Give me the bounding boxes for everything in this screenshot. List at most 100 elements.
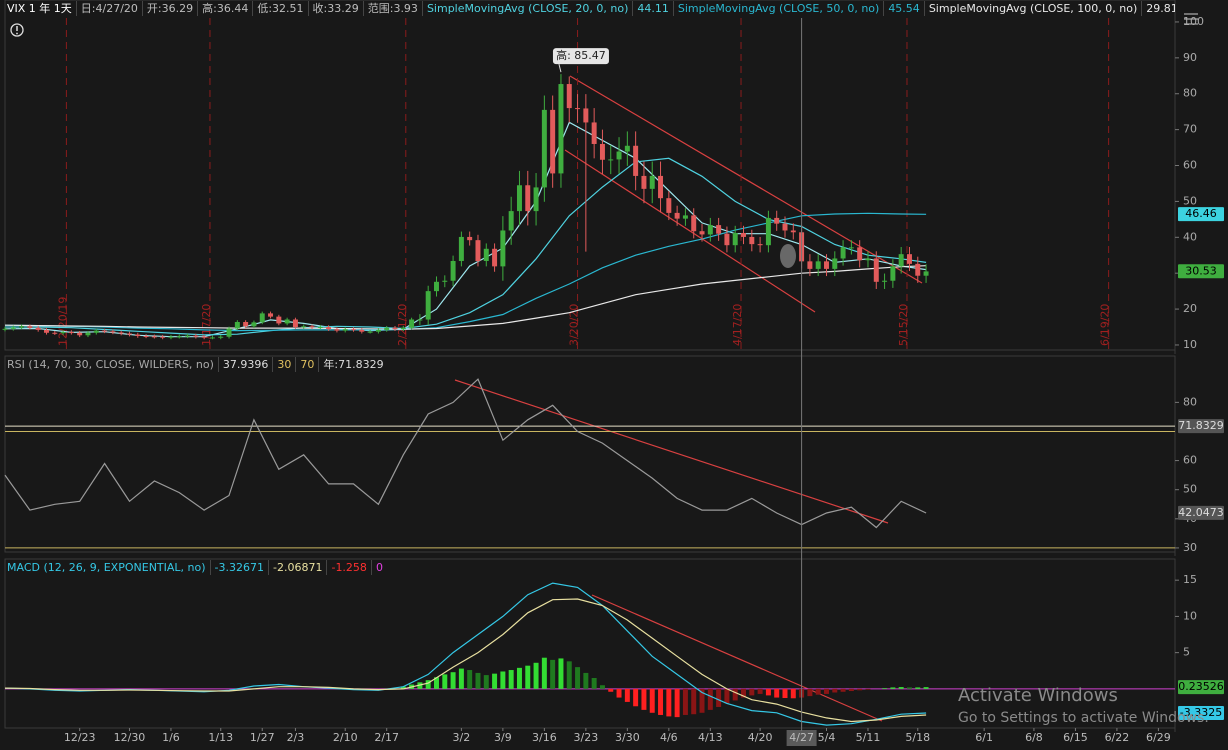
candle-body (118, 332, 124, 334)
x-tick-label: 1/6 (162, 731, 180, 744)
legend-item[interactable]: RSI (14, 70, 30, CLOSE, WILDERS, no) (7, 358, 214, 371)
candle-body (334, 329, 340, 331)
candle-body (724, 233, 730, 246)
candle-body (525, 185, 531, 212)
legend-item[interactable]: 70 (295, 357, 318, 372)
histogram-bar (575, 667, 581, 689)
candle-body (160, 336, 166, 338)
x-tick-label: 4/20 (748, 731, 773, 744)
value-label: 30.53 (1185, 264, 1217, 277)
study-legend: VIX 1 年 1天 日:4/27/20 开:36.29 高:36.44 低:32.51… (5, 0, 1175, 17)
value-label-box (1178, 680, 1224, 695)
alert-icon[interactable] (10, 23, 24, 37)
candle-body (342, 329, 348, 331)
candle-body (110, 331, 116, 333)
candle-body (367, 331, 373, 333)
histogram-bar (541, 657, 547, 689)
annotation-text: 高: 85.47 (556, 48, 606, 62)
legend-item[interactable]: 低:32.51 (252, 1, 307, 16)
candle-body (251, 322, 257, 327)
value-label: 0.23526 (1178, 680, 1224, 693)
histogram-bar (616, 688, 622, 698)
candle-body (425, 291, 431, 320)
legend-item[interactable]: 收:33.29 (307, 1, 363, 16)
legend-item[interactable]: 日:4/27/20 (75, 1, 142, 16)
candle-body (351, 329, 356, 331)
histogram-bar (674, 688, 680, 718)
y-tick-label: 90 (1183, 51, 1197, 64)
settings-icon[interactable] (1184, 13, 1198, 25)
legend-item[interactable]: -2.06871 (268, 560, 326, 575)
y-tick-label: 100 (1183, 15, 1204, 28)
x-tick-label: 3/2 (453, 731, 471, 744)
x-tick-label: 3/23 (573, 731, 598, 744)
legend-item[interactable]: 年:71.8329 (318, 357, 387, 372)
candle-body (68, 332, 74, 334)
trendline[interactable] (569, 75, 923, 284)
legend-item[interactable]: -3.32671 (209, 560, 268, 575)
legend-item[interactable]: 30 (272, 357, 295, 372)
value-label-box (1178, 505, 1224, 520)
legend-item[interactable]: SimpleMovingAvg (CLOSE, 20, 0, no) (421, 1, 632, 16)
trendline[interactable] (591, 594, 883, 722)
y-tick-label: 50 (1183, 483, 1197, 496)
expiration-label: 2/21/20 (396, 304, 409, 346)
legend-item[interactable]: SimpleMovingAvg (CLOSE, 50, 0, no) (672, 1, 883, 16)
candle-body (326, 327, 332, 330)
candle-body (85, 332, 91, 336)
legend-item[interactable]: MACD (12, 26, 9, EXPONENTIAL, no) (7, 561, 206, 574)
candle-body (915, 263, 921, 276)
legend-item[interactable]: 37.9396 (217, 357, 273, 372)
legend-item[interactable]: 0 (370, 560, 387, 575)
trendline[interactable] (564, 149, 816, 313)
histogram-bar (583, 672, 589, 689)
annotation-box (552, 48, 609, 65)
candle-body (475, 240, 481, 261)
alert-icon-dot (16, 32, 18, 35)
annotation-pointer (558, 63, 562, 73)
legend-item[interactable]: 45.54 (883, 1, 924, 16)
x-tick-label: 1/27 (250, 731, 275, 744)
candle-body (284, 319, 290, 324)
candle-body (848, 247, 854, 249)
candle-body (10, 327, 16, 329)
candle-body (292, 319, 298, 328)
candle-body (749, 236, 755, 245)
x-tick-label: 3/30 (615, 731, 640, 744)
histogram-bar (807, 688, 813, 697)
legend-item[interactable]: 范围:3.93 (362, 1, 422, 16)
y-tick-label: 10 (1183, 338, 1197, 351)
candle-body (608, 159, 614, 161)
legend-item[interactable]: 开:36.29 (141, 1, 197, 16)
candle-body (143, 336, 149, 338)
histogram-bar (824, 688, 829, 694)
legend-item[interactable]: VIX 1 年 1天 (7, 2, 72, 15)
legend-item[interactable]: SimpleMovingAvg (CLOSE, 100, 0, no) (923, 1, 1141, 16)
legend-item[interactable]: 44.11 (632, 1, 673, 16)
histogram-bar (450, 672, 456, 689)
legend-item[interactable]: 高:36.44 (197, 1, 252, 16)
legend-item[interactable]: -1.258 (326, 560, 370, 575)
candle-body (126, 333, 132, 335)
histogram-bar (757, 688, 763, 694)
cursor-tick-box (786, 730, 817, 746)
candle-body (375, 329, 381, 332)
candle-body (201, 336, 207, 338)
value-label-box (1178, 207, 1224, 222)
legend-item[interactable]: 29.81 (1141, 1, 1175, 16)
histogram-bar (533, 662, 539, 689)
histogram-bar (774, 688, 780, 698)
x-tick-label: 3/16 (532, 731, 557, 744)
watermark-subtitle: Go to Settings to activate Windows. (958, 710, 1209, 726)
histogram-bar (483, 675, 489, 689)
x-tick-label: 4/27 (789, 731, 814, 744)
candle-body (633, 145, 639, 176)
candle-body (765, 217, 771, 246)
candle-body (317, 327, 323, 329)
candle-body (716, 225, 722, 234)
study-line (5, 157, 927, 336)
histogram-bar (633, 688, 639, 707)
trendline[interactable] (454, 379, 889, 524)
x-tick-label: 1/13 (208, 731, 233, 744)
